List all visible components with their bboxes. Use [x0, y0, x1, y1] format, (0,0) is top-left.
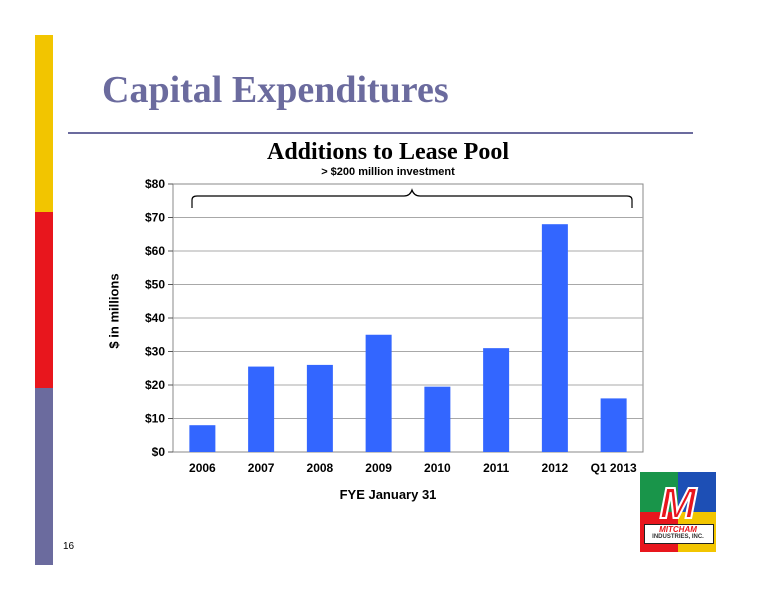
- y-tick-label: $50: [145, 278, 165, 292]
- bar-2006: [189, 425, 216, 452]
- y-tick-label: $0: [152, 445, 166, 459]
- x-tick-label: Q1 2013: [591, 461, 637, 475]
- slide-title: Capital Expenditures: [102, 69, 449, 111]
- y-tick-label: $60: [145, 244, 165, 258]
- y-tick-label: $40: [145, 311, 165, 325]
- logo-letter: M: [659, 479, 698, 528]
- chart-title: Additions to Lease Pool: [266, 139, 509, 165]
- x-tick-label: 2011: [483, 461, 509, 475]
- bar-2008: [306, 364, 333, 452]
- y-tick-label: $10: [145, 412, 165, 426]
- bar-2012: [541, 224, 568, 452]
- y-tick-label: $30: [145, 345, 165, 359]
- x-tick-label: 2007: [248, 461, 275, 475]
- bar-2010: [424, 386, 451, 452]
- y-tick-label: $20: [145, 378, 165, 392]
- sidebar-yellow-bar: [35, 35, 53, 212]
- y-tick-label: $70: [145, 211, 165, 225]
- logo-blue-quadrant: [678, 472, 716, 512]
- logo-name: MITCHAM: [659, 525, 697, 534]
- sidebar-red-bar: [35, 212, 53, 388]
- bar-2009: [365, 334, 392, 452]
- page-number: 16: [63, 541, 75, 552]
- bar-2007: [248, 366, 275, 452]
- x-axis-title: FYE January 31: [339, 487, 437, 502]
- logo-band: [644, 524, 714, 544]
- chart-subtitle: > $200 million investment: [321, 166, 455, 178]
- bar-2011: [483, 348, 510, 452]
- x-tick-label: 2012: [542, 461, 569, 475]
- x-tick-label: 2010: [424, 461, 451, 475]
- title-divider: [68, 132, 693, 134]
- x-tick-label: 2009: [365, 461, 392, 475]
- x-tick-label: 2006: [189, 461, 216, 475]
- investment-bracket: [191, 188, 633, 208]
- logo-subname: INDUSTRIES, INC.: [652, 534, 704, 540]
- x-tick-label: 2008: [307, 461, 334, 475]
- company-logo: M MITCHAM INDUSTRIES, INC.: [640, 472, 716, 552]
- sidebar-purple-bar: [35, 388, 53, 565]
- bar-q1-2013: [600, 398, 627, 452]
- logo-green-quadrant: [640, 472, 678, 512]
- y-tick-label: $80: [145, 177, 165, 191]
